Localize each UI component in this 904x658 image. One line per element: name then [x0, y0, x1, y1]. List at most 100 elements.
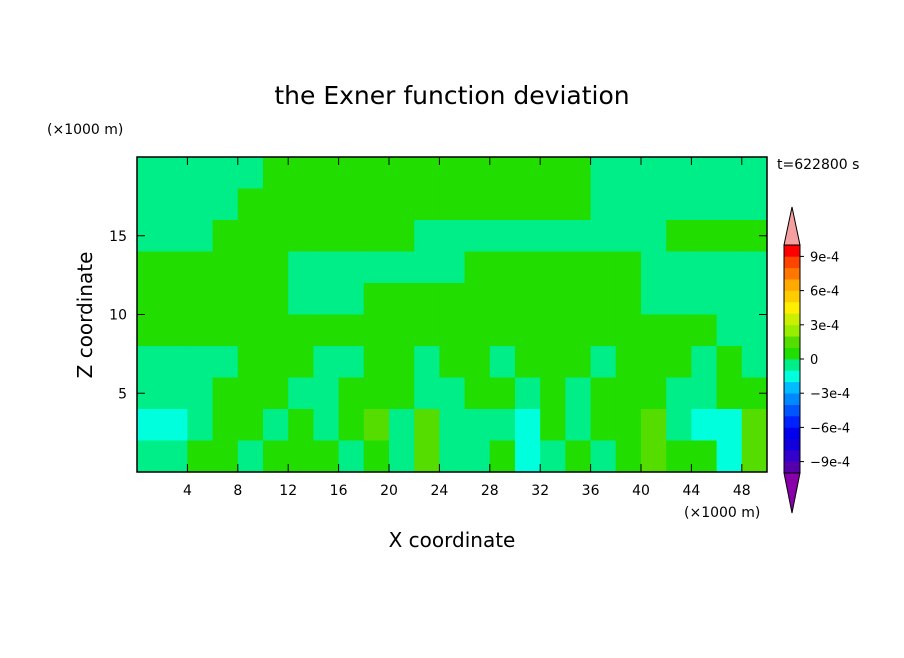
contour-cell: [741, 314, 768, 347]
contour-cell: [464, 314, 491, 347]
contour-cell: [338, 251, 365, 284]
x-tick-label: 36: [582, 483, 600, 499]
contour-cell: [691, 409, 718, 441]
contour-cell: [389, 377, 415, 410]
colorbar-segment: [784, 404, 800, 417]
contour-cell: [439, 346, 466, 378]
contour-cell: [666, 440, 692, 473]
colorbar-tick-label: 0: [810, 353, 818, 368]
colorbar-segment: [784, 393, 800, 405]
contour-cell: [489, 220, 516, 252]
contour-cell: [414, 283, 440, 315]
contour-cell: [439, 251, 466, 284]
contour-cell: [716, 409, 743, 441]
contour-cell: [741, 283, 768, 315]
contour-cell: [162, 283, 188, 315]
contour-cell: [263, 409, 289, 441]
contour-cell: [389, 220, 415, 252]
contour-cell: [212, 157, 239, 189]
contour-cell: [565, 220, 592, 252]
colorbar-extend-bottom: [783, 472, 801, 514]
contour-cell: [565, 157, 592, 189]
contour-cell: [338, 409, 365, 441]
contour-cell: [641, 188, 667, 221]
contour-cell: [313, 220, 340, 252]
contour-cell: [338, 377, 365, 410]
contour-cell: [313, 283, 340, 315]
contour-cell: [187, 283, 214, 315]
contour-cell: [641, 377, 667, 410]
contour-cell: [338, 220, 365, 252]
contour-cell: [590, 346, 617, 378]
contour-cell: [464, 220, 491, 252]
contour-cell: [464, 440, 491, 473]
contour-cell: [263, 283, 289, 315]
contour-cell: [237, 440, 264, 473]
contour-cell: [540, 440, 566, 473]
contour-cell: [187, 251, 214, 284]
contour-cell: [691, 346, 718, 378]
contour-cell: [565, 251, 592, 284]
colorbar-tick-label: −3e-4: [810, 387, 850, 402]
contour-cell: [439, 283, 466, 315]
contour-cell: [540, 220, 566, 252]
contour-cell: [162, 188, 188, 221]
contour-cell: [716, 157, 743, 189]
colorbar-segment: [784, 267, 800, 280]
contour-cell: [489, 188, 516, 221]
contour-cell: [691, 251, 718, 284]
x-tick-label: 28: [481, 483, 499, 499]
contour-cell: [237, 377, 264, 410]
contour-cell: [489, 346, 516, 378]
contour-cell: [263, 251, 289, 284]
contour-cell: [540, 409, 566, 441]
contour-cell: [363, 346, 390, 378]
contour-cell: [565, 346, 592, 378]
contour-cell: [263, 440, 289, 473]
contour-cell: [641, 440, 667, 473]
colorbar-segment: [784, 336, 800, 348]
contour-cell: [540, 283, 566, 315]
contour-cell: [615, 188, 642, 221]
contour-cell: [716, 251, 743, 284]
time-label: t=622800 s: [777, 157, 859, 173]
contour-cell: [439, 314, 466, 347]
x-axis-label: X coordinate: [389, 528, 516, 552]
x-tick-label: 16: [330, 483, 348, 499]
contour-cell: [288, 251, 314, 284]
contour-cell: [263, 188, 289, 221]
contour-cell: [590, 188, 617, 221]
contour-cell: [162, 440, 188, 473]
contour-cell: [641, 220, 667, 252]
contour-cell: [716, 346, 743, 378]
contour-cell: [716, 314, 743, 347]
contour-cell: [716, 220, 743, 252]
colorbar-extend-top: [783, 206, 801, 246]
contour-cell: [489, 283, 516, 315]
y-tick-label: 10: [109, 308, 127, 324]
contour-cell: [237, 346, 264, 378]
contour-cell: [565, 440, 592, 473]
contour-cell: [615, 283, 642, 315]
contour-cell: [313, 157, 340, 189]
contour-cell: [263, 346, 289, 378]
contour-cell: [515, 346, 541, 378]
contour-cell: [515, 157, 541, 189]
contour-cell: [666, 220, 692, 252]
contour-cell: [288, 346, 314, 378]
contour-cell: [338, 283, 365, 315]
colorbar-segment: [784, 347, 800, 360]
contour-cell: [137, 188, 163, 221]
contour-cell: [162, 377, 188, 410]
contour-cell: [363, 440, 390, 473]
contour-cell: [590, 409, 617, 441]
contour-cell: [389, 314, 415, 347]
contour-cell: [590, 251, 617, 284]
contour-cell: [338, 440, 365, 473]
contour-cell: [590, 220, 617, 252]
contour-cell: [338, 188, 365, 221]
contour-cell: [716, 188, 743, 221]
contour-cell: [641, 157, 667, 189]
contour-cell: [565, 409, 592, 441]
